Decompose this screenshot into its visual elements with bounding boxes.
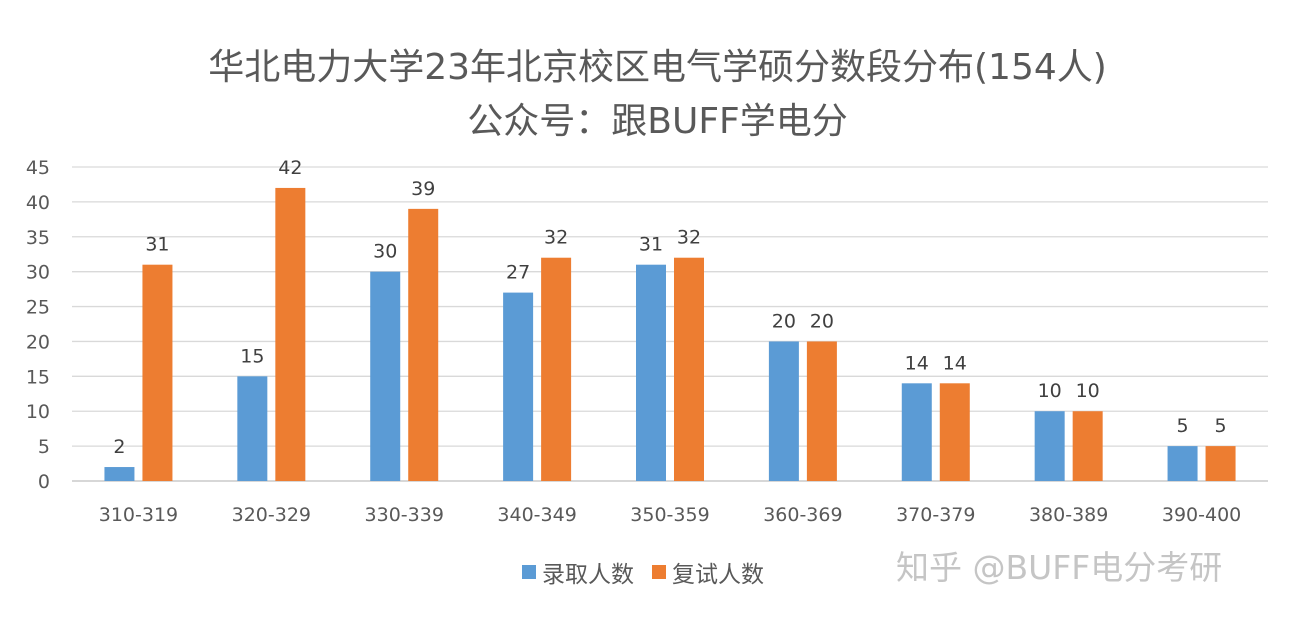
data-label: 20 <box>772 310 796 332</box>
legend-label-admitted: 录取人数 <box>542 562 634 588</box>
y-tick-label: 20 <box>26 331 50 353</box>
legend-item-interview: 复试人数 <box>652 555 764 589</box>
data-label: 10 <box>1038 380 1062 402</box>
y-tick-label: 30 <box>26 262 50 284</box>
x-tick-label: 340-349 <box>497 504 576 526</box>
y-tick-label: 10 <box>26 401 50 423</box>
data-label: 5 <box>1177 415 1189 437</box>
bar-interview <box>541 257 572 481</box>
watermark: 知乎 @BUFF电分考研 <box>896 548 1223 587</box>
bar-admitted <box>768 341 799 481</box>
bar-admitted <box>104 467 135 481</box>
data-label: 15 <box>240 345 264 367</box>
data-label: 10 <box>1076 380 1100 402</box>
x-tick-label: 370-379 <box>896 504 975 526</box>
x-tick-label: 320-329 <box>232 504 311 526</box>
data-label: 42 <box>278 157 302 179</box>
x-tick-label: 310-319 <box>99 504 178 526</box>
bar-interview <box>674 257 704 481</box>
bar-admitted <box>1034 411 1065 481</box>
bar-interview <box>142 264 173 481</box>
bar-interview <box>1205 446 1236 481</box>
data-label: 32 <box>677 227 701 249</box>
data-label: 27 <box>506 262 530 284</box>
x-tick-label: 330-339 <box>365 504 444 526</box>
data-label: 20 <box>810 310 834 332</box>
bar-interview <box>408 208 439 481</box>
data-label: 14 <box>905 352 929 374</box>
bar-admitted <box>503 292 534 481</box>
y-tick-label: 5 <box>38 436 50 458</box>
data-label: 31 <box>145 234 169 256</box>
x-tick-label: 380-389 <box>1029 504 1108 526</box>
bar-interview <box>1072 411 1103 481</box>
y-tick-label: 0 <box>38 471 50 493</box>
legend: 录取人数 复试人数 <box>522 555 764 589</box>
y-tick-label: 25 <box>26 297 50 319</box>
y-tick-label: 40 <box>26 192 50 214</box>
y-tick-label: 45 <box>26 157 50 179</box>
data-label: 30 <box>373 241 397 263</box>
legend-swatch-interview <box>652 565 666 579</box>
data-label: 14 <box>943 352 967 374</box>
bar-admitted <box>901 383 932 481</box>
data-label: 5 <box>1215 415 1227 437</box>
bar-admitted <box>237 376 268 481</box>
legend-label-interview: 复试人数 <box>672 562 764 588</box>
data-label: 31 <box>639 234 663 256</box>
y-tick-label: 15 <box>26 366 50 388</box>
bar-interview <box>275 187 306 481</box>
y-tick-label: 35 <box>26 227 50 249</box>
bar-admitted <box>1167 446 1198 481</box>
bar-admitted <box>636 264 666 481</box>
data-label: 32 <box>544 227 568 249</box>
legend-item-admitted: 录取人数 <box>522 555 634 589</box>
chart-title: 华北电力大学23年北京校区电气学硕分数段分布(154人) <box>208 47 1107 88</box>
x-tick-label: 350-359 <box>630 504 709 526</box>
x-tick-label: 360-369 <box>763 504 842 526</box>
bar-interview <box>939 383 970 481</box>
bar-admitted <box>370 271 401 481</box>
x-tick-label: 390-400 <box>1162 504 1241 526</box>
bar-interview <box>806 341 837 481</box>
chart-subtitle: 公众号：跟BUFF学电分 <box>467 101 848 142</box>
data-label: 39 <box>411 178 435 200</box>
legend-swatch-admitted <box>522 565 536 579</box>
data-label: 2 <box>113 436 125 458</box>
